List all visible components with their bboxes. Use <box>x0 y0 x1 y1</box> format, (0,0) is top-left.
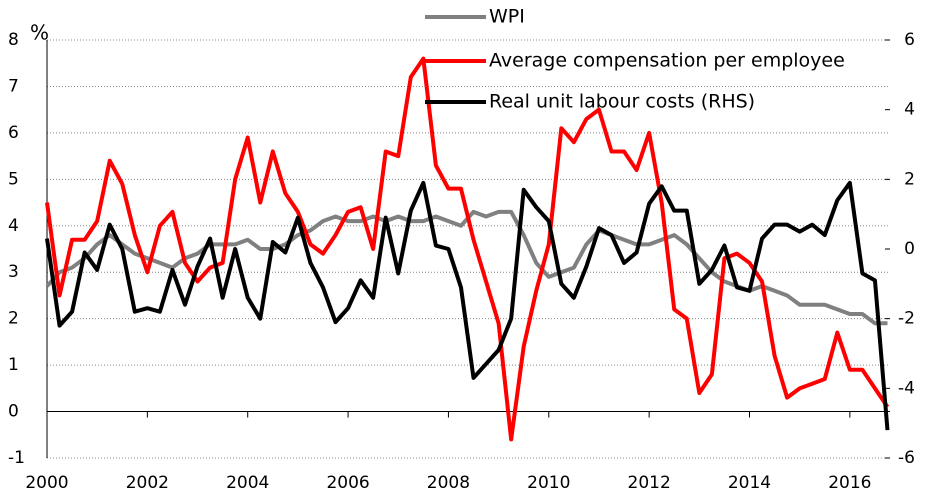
series-line <box>45 209 888 326</box>
x-tick-label: 2010 <box>527 473 570 493</box>
y2-tick-label: 6 <box>904 30 915 50</box>
y-axis-label: % <box>30 21 49 45</box>
y-tick-label: 7 <box>8 76 19 96</box>
y-tick-label: 0 <box>8 402 19 422</box>
x-tick-label: 2006 <box>326 473 369 493</box>
legend-label: WPI <box>489 6 525 28</box>
y-tick-label: 1 <box>8 355 19 375</box>
y-tick-label: 4 <box>8 216 19 236</box>
x-tick-label: 2016 <box>828 473 871 493</box>
y2-tick-label: -6 <box>898 448 915 468</box>
y2-tick-label: 2 <box>904 169 915 189</box>
y-tick-label: 8 <box>8 30 19 50</box>
y-tick-label: 3 <box>8 262 19 282</box>
y-tick-label: 6 <box>8 123 19 143</box>
x-tick-label: 2012 <box>628 473 671 493</box>
legend-label: Real unit labour costs (RHS) <box>489 91 755 113</box>
y-tick-label: 2 <box>8 309 19 329</box>
y2-tick-label: 0 <box>904 239 915 259</box>
x-tick-label: 2014 <box>728 473 771 493</box>
y2-tick-label: -2 <box>898 309 915 329</box>
legend-label: Average compensation per employee <box>489 50 845 72</box>
x-tick-label: 2004 <box>226 473 269 493</box>
y-tick-label: -1 <box>8 448 25 468</box>
series-line <box>45 56 890 442</box>
y2-tick-label: 4 <box>904 100 915 120</box>
x-tick-label: 2008 <box>427 473 470 493</box>
y2-tick-label: -4 <box>898 378 915 398</box>
y-tick-label: 5 <box>8 169 19 189</box>
series-line <box>45 180 890 431</box>
x-tick-label: 2000 <box>25 473 68 493</box>
x-tick-label: 2002 <box>126 473 169 493</box>
